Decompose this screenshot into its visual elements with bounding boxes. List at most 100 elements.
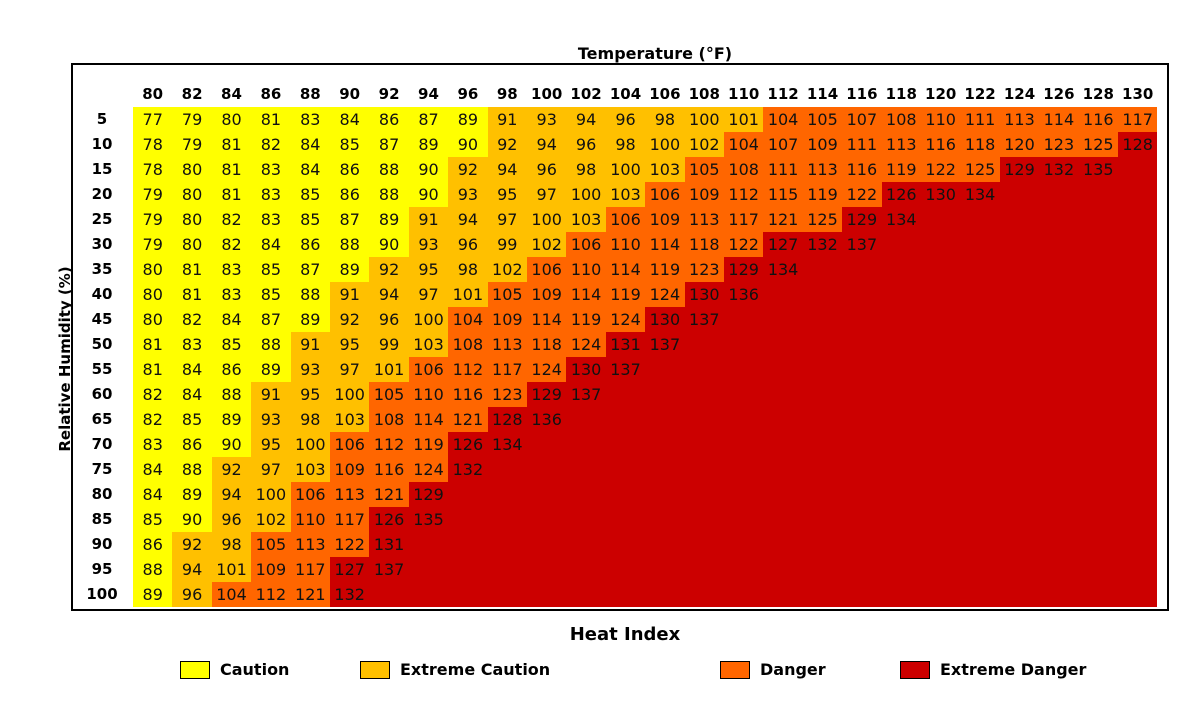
- heat-index-cell: 128: [487, 407, 527, 432]
- y-tick-label: 70: [91, 435, 113, 453]
- heat-index-cell: 102: [487, 257, 527, 282]
- heat-index-cell: 109: [802, 132, 843, 157]
- x-tick-label: 98: [496, 85, 518, 103]
- heat-index-cell: 100: [645, 132, 685, 157]
- heat-index-cell: 82: [211, 232, 252, 257]
- heat-index-cell: 129: [724, 257, 764, 282]
- heat-index-cell: 126: [369, 507, 409, 532]
- heat-index-cell: 110: [408, 382, 449, 407]
- heat-index-cell: 100: [605, 157, 646, 182]
- heat-index-cell: 124: [605, 307, 646, 332]
- heat-index-cell: 84: [290, 157, 330, 182]
- heat-index-cell: 125: [802, 207, 843, 232]
- y-tick-label: 80: [91, 485, 113, 503]
- heat-index-cell: 119: [408, 432, 449, 457]
- y-tick-label: 25: [91, 210, 113, 228]
- heat-index-cell: 124: [645, 282, 685, 307]
- x-tick-label: 124: [1003, 85, 1036, 103]
- y-tick-label: 20: [91, 185, 113, 203]
- heat-index-cell: 119: [881, 157, 921, 182]
- heat-index-cell: 101: [211, 557, 252, 582]
- heat-index-cell: 89: [290, 307, 330, 332]
- heat-index-cell: 98: [448, 257, 488, 282]
- heat-index-cell: 85: [290, 182, 330, 207]
- heat-index-cell: 101: [448, 282, 488, 307]
- heat-index-cell: 92: [211, 457, 252, 482]
- heat-index-cell: 116: [448, 382, 488, 407]
- legend-item: Extreme Caution: [360, 660, 550, 679]
- heat-index-cell: 135: [408, 507, 449, 532]
- heat-index-cell: 118: [960, 132, 1000, 157]
- heat-index-cell: 87: [408, 107, 449, 132]
- heat-index-cell: 132: [802, 232, 843, 257]
- heat-index-cell: 117: [724, 207, 764, 232]
- heat-index-cell: 125: [1078, 132, 1118, 157]
- heat-index-cell: 130: [684, 282, 724, 307]
- heat-index-cell: 93: [251, 407, 291, 432]
- heat-index-cell: 137: [605, 357, 646, 382]
- y-tick-label: 60: [91, 385, 113, 403]
- heat-index-cell: 96: [527, 157, 567, 182]
- heat-index-cell: 97: [408, 282, 449, 307]
- heat-index-cell: 85: [330, 132, 370, 157]
- heat-index-cell: 110: [921, 107, 961, 132]
- heat-index-cell: 122: [724, 232, 764, 257]
- y-tick-label: 95: [91, 560, 113, 578]
- heat-index-cell: 100: [330, 382, 370, 407]
- heat-index-cell: 85: [251, 257, 291, 282]
- heat-index-cell: 116: [1078, 107, 1118, 132]
- heat-index-cell: 113: [684, 207, 724, 232]
- heat-index-cell: 80: [172, 182, 212, 207]
- x-tick-label: 122: [964, 85, 996, 103]
- heat-index-cell: 98: [645, 107, 685, 132]
- heat-index-cell: 88: [369, 182, 409, 207]
- heat-index-cell: 88: [330, 232, 370, 257]
- heat-index-cell: 100: [527, 207, 567, 232]
- heat-index-cell: 88: [172, 457, 212, 482]
- heat-index-cell: 122: [330, 532, 370, 557]
- heat-index-cell: 88: [133, 557, 173, 582]
- heat-index-cell: 94: [172, 557, 212, 582]
- heat-index-cell: 117: [1118, 107, 1158, 132]
- x-tick-label: 82: [181, 85, 203, 103]
- heat-index-cell: 136: [527, 407, 567, 432]
- x-tick-label: 80: [142, 85, 164, 103]
- heat-index-cell: 132: [448, 457, 488, 482]
- heat-index-cell: 108: [881, 107, 921, 132]
- heat-index-cell: 100: [408, 307, 449, 332]
- heat-index-cell: 131: [369, 532, 409, 557]
- y-tick-label: 5: [96, 110, 108, 128]
- x-tick-label: 104: [609, 85, 642, 103]
- heat-index-cell: 94: [566, 107, 606, 132]
- heat-index-cell: 121: [290, 582, 330, 607]
- y-tick-label: 35: [91, 260, 113, 278]
- y-tick-label: 50: [91, 335, 113, 353]
- legend-item: Extreme Danger: [900, 660, 1086, 679]
- x-tick-label: 130: [1122, 85, 1154, 103]
- x-tick-label: 106: [649, 85, 681, 103]
- heat-index-cell: 109: [527, 282, 567, 307]
- heat-index-cell: 119: [802, 182, 843, 207]
- heat-index-cell: 89: [408, 132, 449, 157]
- heat-index-cell: 103: [566, 207, 606, 232]
- legend-swatch: [900, 660, 930, 679]
- heat-index-cell: 109: [330, 457, 370, 482]
- heat-index-cell: 105: [251, 532, 291, 557]
- x-tick-label: 90: [339, 85, 361, 103]
- heat-index-cell: 124: [527, 357, 567, 382]
- heat-index-cell: 84: [251, 232, 291, 257]
- heat-index-cell: 90: [211, 432, 252, 457]
- heat-index-cell: 113: [999, 107, 1040, 132]
- heat-index-cell: 85: [251, 282, 291, 307]
- heat-index-cell: 79: [172, 107, 212, 132]
- heat-index-cell: 95: [290, 382, 330, 407]
- heat-index-cell: 77: [133, 107, 173, 132]
- heat-index-cell: 134: [763, 257, 803, 282]
- heat-index-cell: 90: [448, 132, 488, 157]
- heat-index-cell: 122: [921, 157, 961, 182]
- x-tick-label: 114: [806, 85, 839, 103]
- heat-index-cell: 130: [921, 182, 961, 207]
- heat-index-cell: 105: [369, 382, 409, 407]
- heat-index-cell: 91: [408, 207, 449, 232]
- heat-index-cell: 97: [527, 182, 567, 207]
